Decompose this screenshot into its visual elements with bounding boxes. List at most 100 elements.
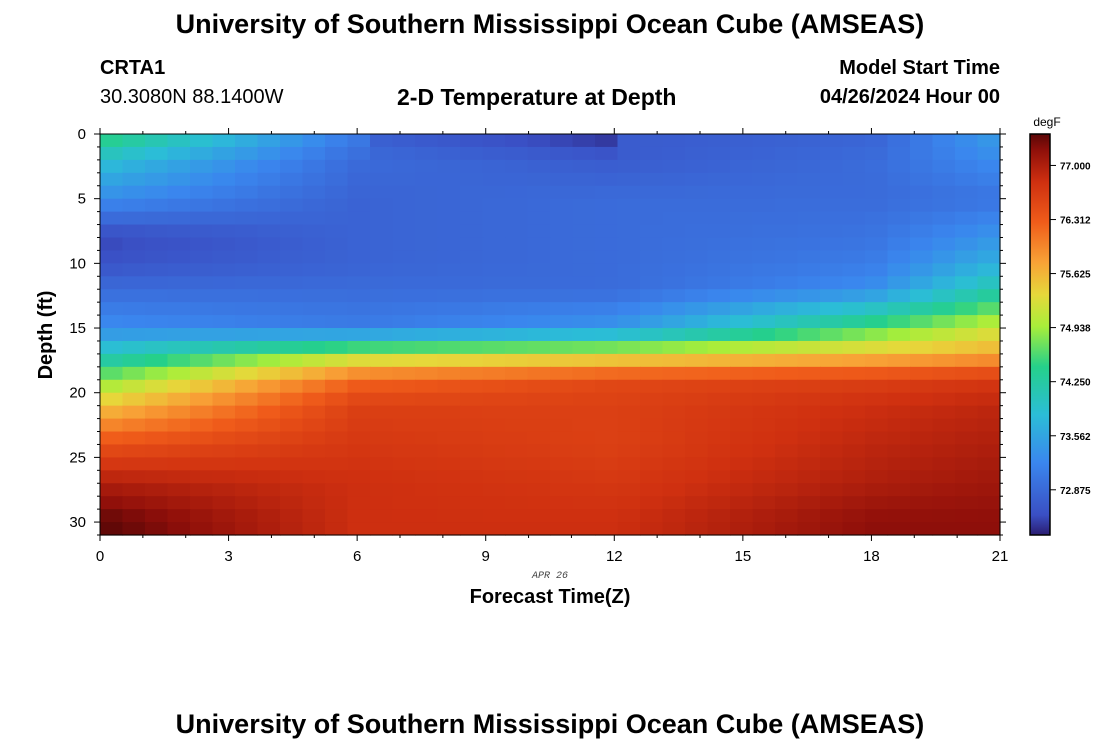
- heatmap-cell: [190, 444, 214, 458]
- heatmap-cell: [437, 198, 461, 213]
- heatmap-cell: [460, 198, 484, 213]
- heatmap-cell: [977, 224, 1001, 239]
- heatmap-cell: [280, 328, 304, 342]
- heatmap-cell: [482, 431, 506, 446]
- heatmap-cell: [527, 457, 551, 471]
- heatmap-cell: [977, 483, 1001, 497]
- heatmap-cell: [280, 211, 304, 226]
- heatmap-cell: [707, 146, 731, 161]
- heatmap-cell: [820, 146, 844, 161]
- heatmap-cell: [730, 405, 754, 420]
- heatmap-cell: [955, 496, 979, 510]
- heatmap-cell: [797, 496, 821, 510]
- heatmap-cell: [932, 185, 956, 200]
- heatmap-cell: [235, 276, 259, 290]
- heatmap-cell: [145, 289, 169, 303]
- heatmap-cell: [370, 366, 394, 381]
- heatmap-cell: [347, 392, 371, 407]
- heatmap-cell: [370, 302, 394, 316]
- heatmap-cell: [640, 263, 664, 277]
- heatmap-cell: [662, 470, 686, 484]
- heatmap-cell: [865, 237, 889, 252]
- heatmap-cell: [617, 470, 641, 484]
- heatmap-cell: [190, 198, 214, 213]
- heatmap-cell: [865, 211, 889, 226]
- heatmap-cell: [775, 366, 799, 381]
- heatmap-cell: [842, 496, 866, 510]
- heatmap-cell: [235, 444, 259, 458]
- heatmap-cell: [370, 340, 394, 355]
- heatmap-cell: [932, 211, 956, 226]
- heatmap-cell: [572, 366, 596, 381]
- heatmap-cell: [482, 198, 506, 213]
- heatmap-cell: [640, 431, 664, 446]
- heatmap-cell: [865, 276, 889, 290]
- heatmap-cell: [685, 444, 709, 458]
- heatmap-cell: [437, 509, 461, 523]
- heatmap-cell: [572, 315, 596, 329]
- heatmap-cell: [775, 302, 799, 316]
- heatmap-cell: [370, 496, 394, 510]
- colorbar-label: 74.250: [1060, 378, 1091, 389]
- heatmap-cell: [640, 224, 664, 239]
- heatmap-cell: [347, 237, 371, 252]
- heatmap-cell: [977, 211, 1001, 226]
- heatmap-cell: [865, 353, 889, 368]
- heatmap-cell: [820, 353, 844, 368]
- heatmap-cell: [122, 353, 146, 368]
- heatmap-cell: [145, 392, 169, 407]
- heatmap-cell: [370, 185, 394, 200]
- heatmap-cell: [302, 418, 326, 433]
- heatmap-cell: [505, 392, 529, 407]
- heatmap-cell: [190, 185, 214, 200]
- heatmap-cell: [347, 224, 371, 239]
- heatmap-cell: [572, 405, 596, 420]
- heatmap-cell: [212, 366, 236, 381]
- heatmap-cell: [887, 198, 911, 213]
- heatmap-cell: [167, 405, 191, 420]
- heatmap-cell: [257, 315, 281, 329]
- heatmap-cell: [932, 263, 956, 277]
- heatmap-cell: [797, 224, 821, 239]
- heatmap-cell: [775, 224, 799, 239]
- heatmap-cell: [685, 418, 709, 433]
- heatmap-cell: [302, 470, 326, 484]
- heatmap-cell: [797, 276, 821, 290]
- heatmap-cell: [865, 418, 889, 433]
- heatmap-cell: [212, 496, 236, 510]
- heatmap-cell: [730, 172, 754, 187]
- heatmap-cell: [932, 340, 956, 355]
- heatmap-cell: [685, 211, 709, 226]
- heatmap-cell: [617, 263, 641, 277]
- heatmap-cell: [370, 431, 394, 446]
- heatmap-cell: [257, 340, 281, 355]
- heatmap-cell: [527, 379, 551, 394]
- heatmap-cell: [865, 198, 889, 213]
- heatmap-cell: [550, 134, 574, 148]
- heatmap-cell: [820, 224, 844, 239]
- heatmap-cell: [325, 211, 349, 226]
- colorbar-labels: 77.000 76.312 75.625 74.938 74.250 73.562 72.8…: [1050, 161, 1091, 497]
- heatmap-cell: [685, 483, 709, 497]
- heatmap-cell: [325, 159, 349, 174]
- heatmap-cell: [280, 457, 304, 471]
- heatmap-cell: [977, 444, 1001, 458]
- heatmap-cell: [865, 431, 889, 446]
- heatmap-cell: [617, 315, 641, 329]
- heatmap-cell: [640, 276, 664, 290]
- heatmap-cell: [932, 353, 956, 368]
- heatmap-cell: [100, 289, 124, 303]
- heatmap-cell: [955, 237, 979, 252]
- heatmap-cell: [707, 224, 731, 239]
- heatmap-cell: [685, 431, 709, 446]
- heatmap-cell: [550, 405, 574, 420]
- heatmap-cell: [257, 250, 281, 264]
- heatmap-cell: [212, 431, 236, 446]
- heatmap-cell: [730, 366, 754, 381]
- heatmap-cell: [212, 250, 236, 264]
- heatmap-cell: [100, 444, 124, 458]
- heatmap-cell: [595, 496, 619, 510]
- heatmap-cell: [910, 379, 934, 394]
- heatmap-cell: [662, 483, 686, 497]
- heatmap-cell: [437, 457, 461, 471]
